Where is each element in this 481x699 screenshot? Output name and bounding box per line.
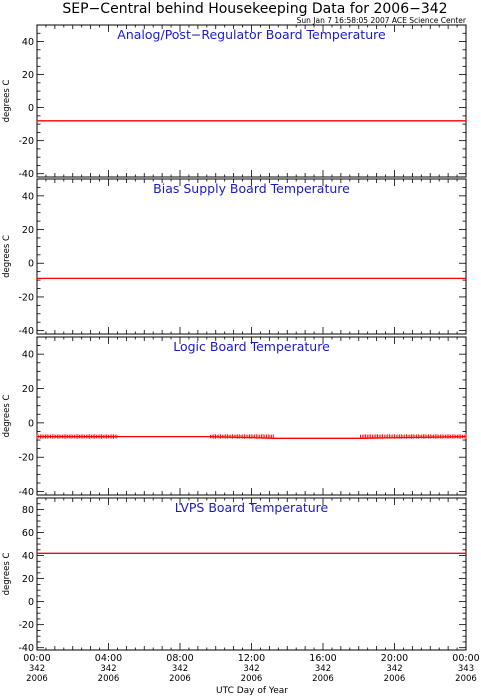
y-tick-label: 80 [22, 505, 34, 516]
y-tick-label: 60 [22, 528, 34, 539]
x-tick-label-doy: 342 [243, 664, 259, 674]
panels: -40 -20 0 20 40 degrees C Analog/Post−Regulato… [2, 24, 467, 654]
y-tick-label: 20 [22, 574, 34, 585]
panel-3: -40 -20 0 20 40 degrees C Logic Board Temperat… [2, 336, 467, 498]
x-tick-label-time: 08:00 [166, 653, 193, 664]
y-tick-label: 40 [22, 350, 34, 361]
y-tick-label: 40 [22, 191, 34, 202]
y-tick-label: -40 [18, 169, 34, 180]
y-tick-label: 0 [28, 103, 34, 114]
x-tick-label-year: 2006 [455, 674, 477, 684]
x-axis-label: UTC Day of Year [216, 686, 288, 696]
y-tick-label: 40 [22, 37, 34, 48]
y-tick-label: 20 [22, 70, 34, 81]
y-tick-label: -40 [18, 487, 34, 498]
x-tick-label-time: 16:00 [309, 653, 336, 664]
x-tick-label-year: 2006 [312, 674, 334, 684]
x-tick-label-time: 12:00 [238, 653, 265, 664]
y-tick-label: -40 [18, 326, 34, 337]
plot-frame [36, 178, 467, 335]
x-tick-label-time: 04:00 [95, 653, 122, 664]
y-tick-label: 0 [28, 597, 34, 608]
x-tick-label-time: 20:00 [381, 653, 408, 664]
x-tick-labels: 00:00342200604:00342200608:00342200612:0… [23, 653, 479, 684]
panel-title: LVPS Board Temperature [175, 500, 329, 515]
x-tick-label-time: 00:00 [452, 653, 479, 664]
x-tick-label-doy: 342 [172, 664, 188, 674]
panel-title: Analog/Post−Regulator Board Temperature [117, 27, 386, 42]
plot-frame [36, 497, 467, 651]
x-tick-label-doy: 342 [315, 664, 331, 674]
y-axis-label: degrees C [2, 395, 12, 438]
x-tick-label-year: 2006 [241, 674, 263, 684]
plot-frame [36, 336, 467, 496]
y-tick-label: 0 [28, 418, 34, 429]
x-tick-label-doy: 343 [458, 664, 474, 674]
y-tick-label: -20 [18, 620, 34, 631]
x-tick-label-year: 2006 [169, 674, 191, 684]
series-noise [36, 434, 118, 439]
y-tick-label: -20 [18, 136, 34, 147]
y-tick-label: -20 [18, 453, 34, 464]
x-tick-label-year: 2006 [26, 674, 48, 684]
y-tick-label: 20 [22, 384, 34, 395]
plot-frame [36, 24, 467, 178]
y-tick-label: 40 [22, 551, 34, 562]
panel-1: -40 -20 0 20 40 degrees C Analog/Post−Regulato… [2, 24, 467, 180]
series-noise [209, 434, 274, 439]
figure-title: SEP−Central behind Housekeeping Data for… [62, 1, 447, 17]
x-tick-label-doy: 342 [386, 664, 402, 674]
y-tick-label: 20 [22, 225, 34, 236]
y-tick-label: -20 [18, 292, 34, 303]
panel-2: -40 -20 0 20 40 degrees C Bias Supply Board Te… [2, 178, 467, 337]
y-tick-label: 0 [28, 259, 34, 270]
timestamp: Sun Jan 7 16:58:05 2007 ACE Science Cent… [297, 16, 467, 25]
panel-title: Bias Supply Board Temperature [153, 181, 350, 196]
y-tick-label: -40 [18, 643, 34, 654]
y-axis-label: degrees C [2, 80, 12, 123]
y-axis-label: degrees C [2, 235, 12, 278]
x-tick-label-doy: 342 [29, 664, 45, 674]
x-tick-label-doy: 342 [100, 664, 116, 674]
series-noise [360, 434, 467, 439]
x-tick-label-year: 2006 [98, 674, 120, 684]
x-tick-label-year: 2006 [384, 674, 406, 684]
panel-4: -40 -20 0 20 40 60 80 degrees C LVPS Board Tempe… [2, 497, 467, 654]
x-tick-label-time: 00:00 [23, 653, 50, 664]
y-axis-label: degrees C [2, 553, 12, 596]
panel-title: Logic Board Temperature [173, 339, 330, 354]
